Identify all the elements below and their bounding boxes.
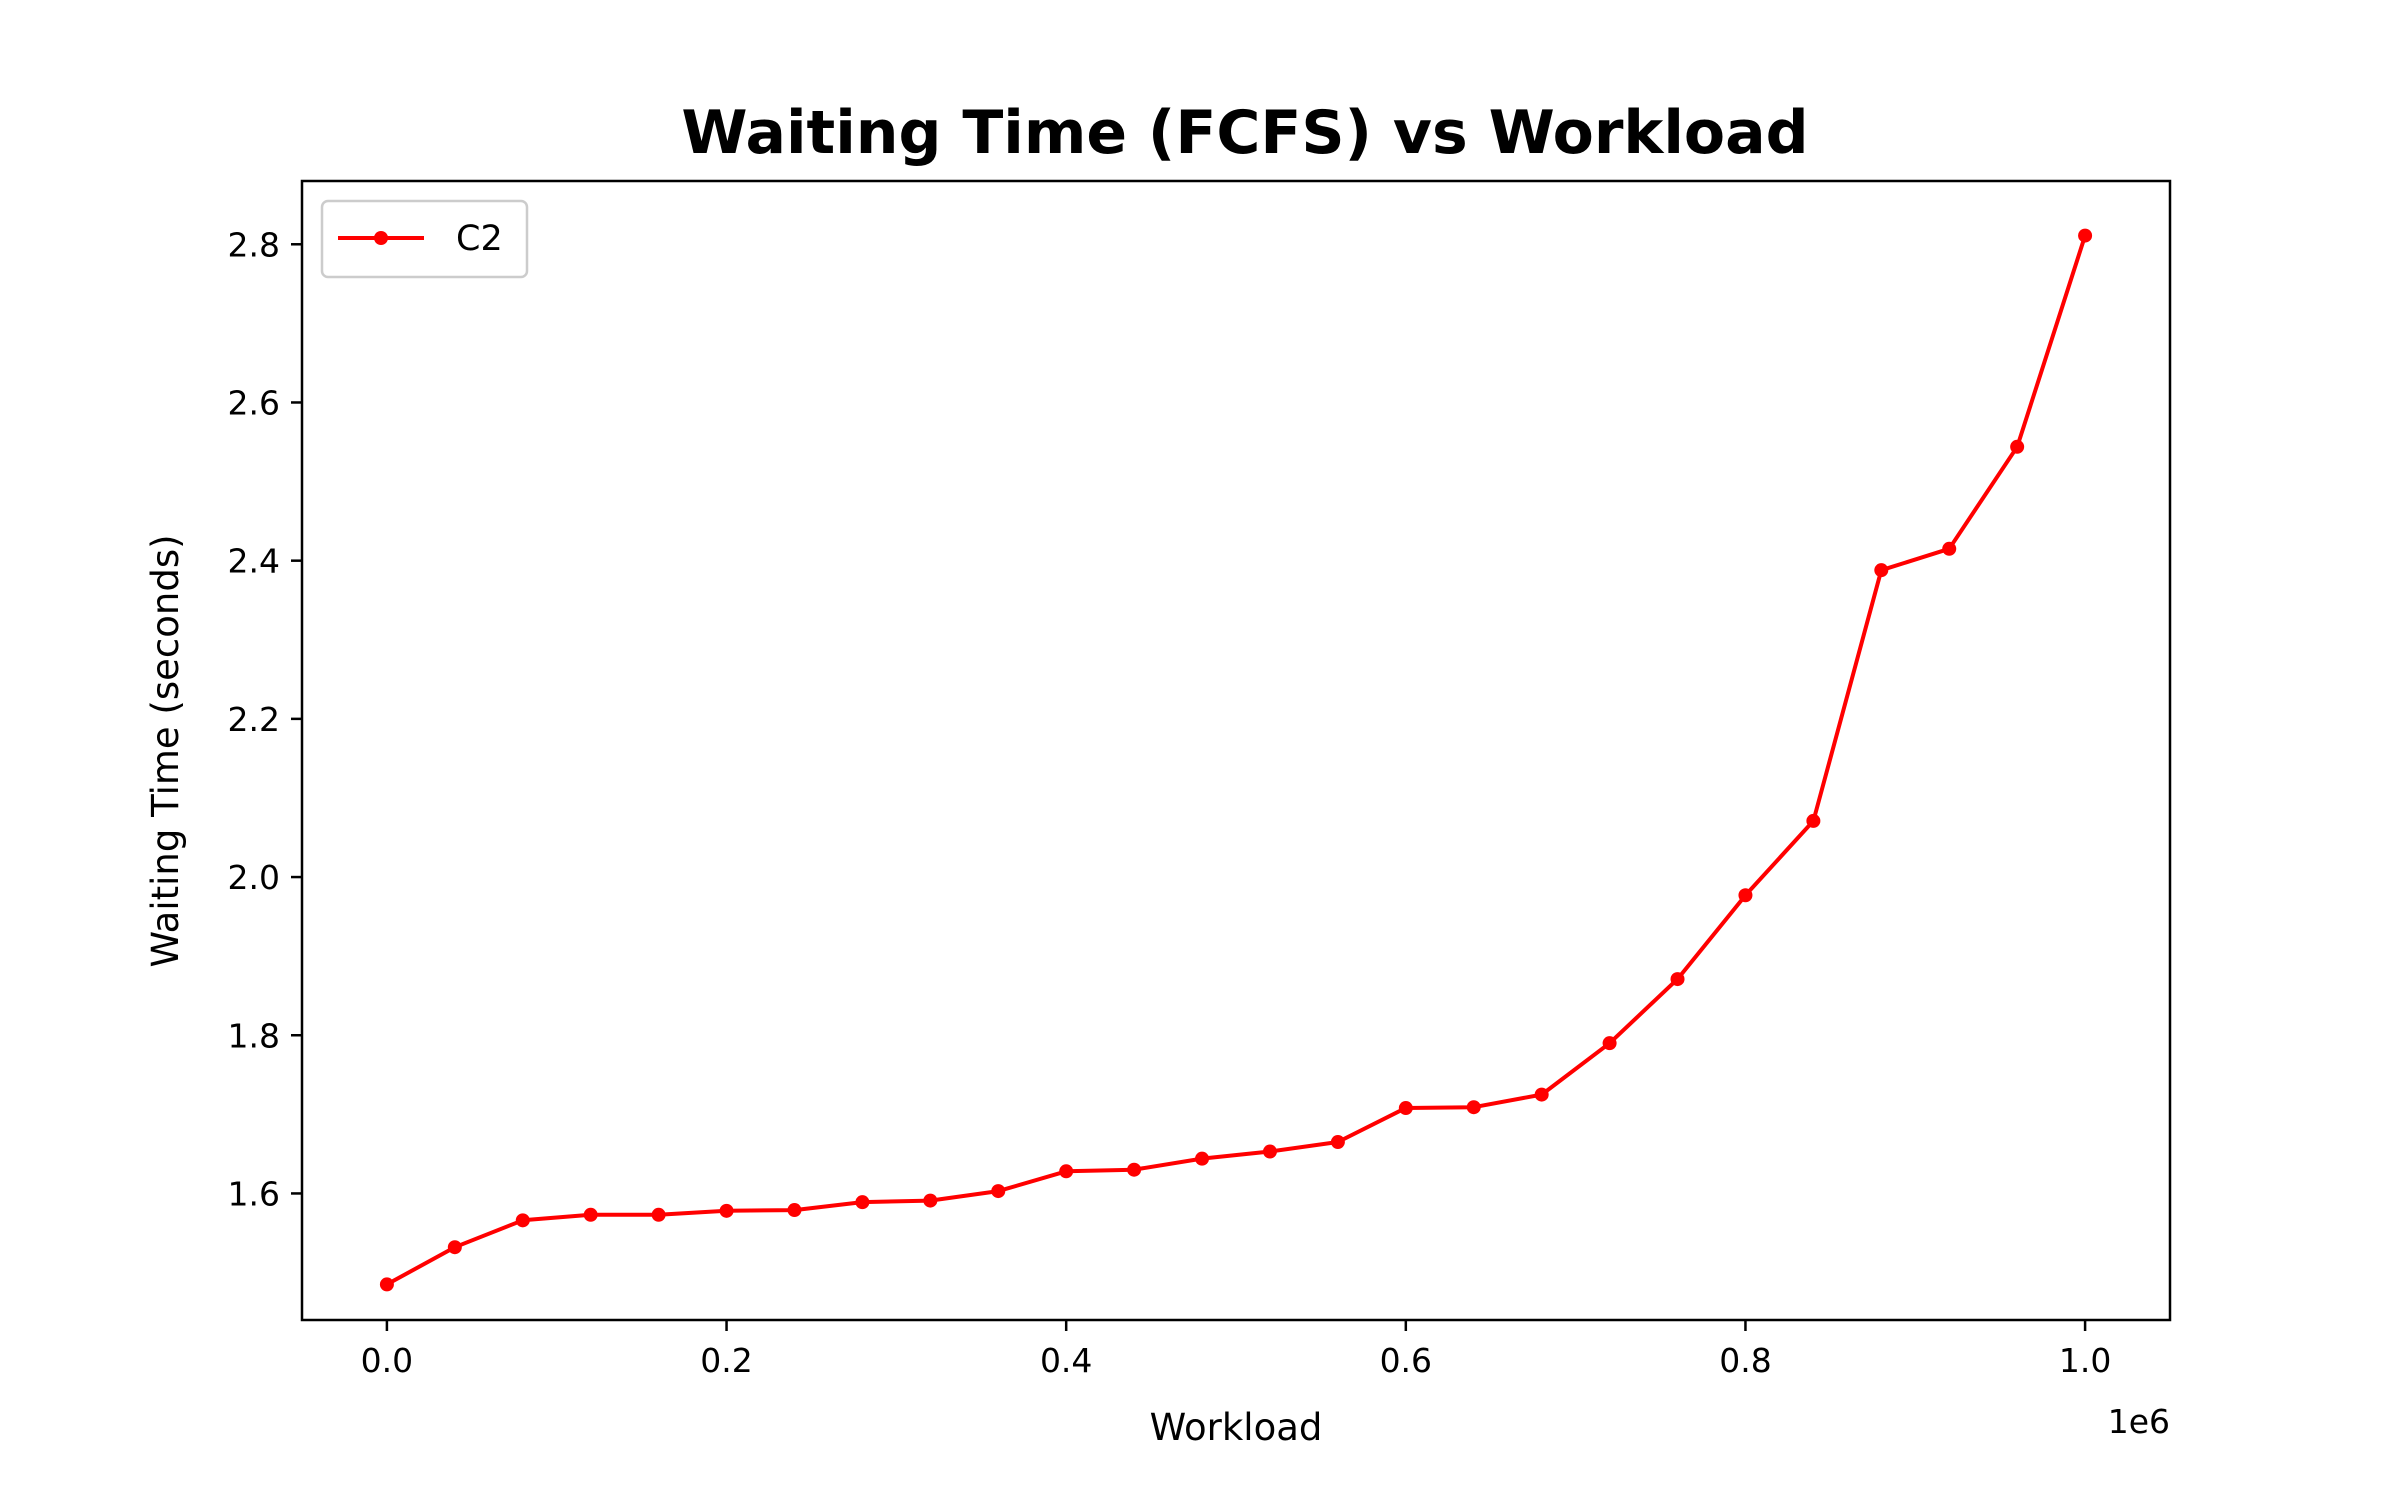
x-tick-label: 0.6 [1380, 1341, 1432, 1380]
data-point [1534, 1087, 1549, 1102]
data-point [991, 1184, 1006, 1199]
data-point [583, 1207, 598, 1222]
data-point [1874, 563, 1889, 578]
y-tick-label: 1.8 [228, 1016, 280, 1055]
x-axis-label: Workload [1150, 1406, 1323, 1449]
y-tick-label: 1.6 [228, 1174, 280, 1213]
data-point [2010, 439, 2025, 454]
data-point [1195, 1151, 1210, 1166]
data-point [651, 1207, 666, 1222]
x-tick-label: 1.0 [2059, 1341, 2111, 1380]
axis-ticks: 0.0 0.2 0.4 0.6 0.8 1.0 1.6 1.8 2.0 2.2 2.4 2.6 2.8 [228, 225, 2112, 1380]
y-tick-label: 2.4 [228, 542, 280, 581]
data-point [1670, 972, 1685, 987]
data-point [1806, 813, 1821, 828]
data-point [515, 1213, 530, 1228]
data-point [1398, 1101, 1413, 1116]
data-point [1466, 1100, 1481, 1115]
data-point [1942, 541, 1957, 556]
y-axis-label: Waiting Time (seconds) [144, 534, 187, 967]
y-tick-label: 2.0 [228, 858, 280, 897]
data-point [2078, 228, 2093, 243]
data-point [1602, 1036, 1617, 1051]
data-point [855, 1195, 870, 1210]
data-point [1262, 1144, 1277, 1159]
data-point [787, 1203, 802, 1218]
plot-area-frame [300, 179, 2172, 1322]
legend-label-c2: C2 [456, 219, 503, 259]
data-point [1127, 1162, 1142, 1177]
data-point [1059, 1164, 1074, 1179]
y-tick-label: 2.2 [228, 700, 280, 739]
data-point [1330, 1135, 1345, 1150]
legend-marker-c2 [374, 231, 388, 245]
legend-box [320, 199, 529, 279]
legend: C2 [320, 199, 529, 279]
series-line-c2 [385, 234, 2088, 1287]
x-tick-label: 0.4 [1040, 1341, 1092, 1380]
y-tick-label: 2.8 [228, 225, 280, 264]
data-point [719, 1203, 734, 1218]
data-point [923, 1193, 938, 1208]
y-tick-label: 2.6 [228, 383, 280, 422]
x-tick-label: 0.8 [1719, 1341, 1771, 1380]
data-point [379, 1277, 394, 1292]
chart-title: Waiting Time (FCFS) vs Workload [681, 98, 1808, 168]
x-tick-label: 0.2 [700, 1341, 752, 1380]
series-layer [379, 228, 2093, 1292]
data-point [447, 1240, 462, 1255]
x-tick-label: 0.0 [361, 1341, 413, 1380]
x-axis-offset-label: 1e6 [2108, 1402, 2170, 1441]
data-point [1738, 888, 1753, 903]
